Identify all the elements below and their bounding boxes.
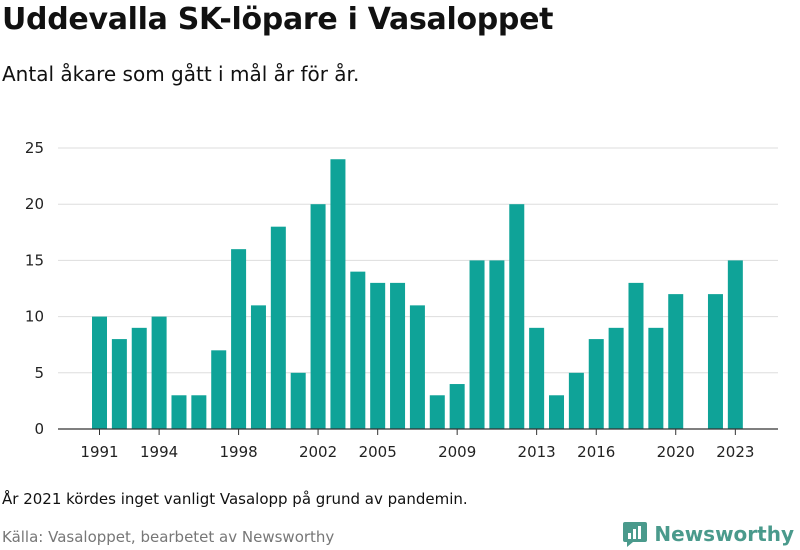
bar-2022 — [707, 294, 723, 429]
bar-2002 — [310, 204, 326, 429]
brand-name: Newsworthy — [654, 522, 794, 546]
axes: 0 5 10 15 20 25 1991 1994 1998 2002 2005 2009 2013 20… — [25, 139, 778, 461]
bar-1991 — [92, 316, 107, 429]
bar-2000 — [270, 226, 286, 429]
bar-2014 — [549, 395, 565, 429]
x-tick-label: 1994 — [140, 443, 178, 461]
bar-2005 — [370, 282, 386, 429]
bar-2019 — [648, 327, 664, 429]
x-tick-label: 2013 — [518, 443, 556, 461]
bar-2003 — [330, 159, 346, 430]
bar-1997 — [211, 350, 227, 429]
bar-1996 — [191, 395, 207, 429]
bars — [92, 159, 743, 430]
newsworthy-logo-icon — [623, 522, 648, 547]
bar-1998 — [231, 249, 247, 429]
bar-2020 — [668, 294, 684, 429]
x-tick-label: 2020 — [657, 443, 695, 461]
bar-2011 — [489, 260, 505, 429]
bar-2009 — [449, 384, 465, 429]
bar-1999 — [250, 305, 266, 429]
x-tick-label: 2005 — [359, 443, 397, 461]
bar-2008 — [429, 395, 445, 429]
bar-1994 — [151, 316, 167, 429]
chart-subtitle: Antal åkare som gått i mål år för år. — [2, 62, 360, 86]
bar-2018 — [628, 282, 644, 429]
x-tick-label: 1991 — [80, 443, 118, 461]
y-tick-label: 5 — [34, 364, 44, 382]
bar-2012 — [509, 204, 525, 429]
bar-2010 — [469, 260, 485, 429]
bar-2023 — [727, 260, 743, 429]
x-tick-label: 2016 — [577, 443, 615, 461]
y-tick-label: 15 — [25, 251, 44, 269]
x-tick-label: 2009 — [438, 443, 476, 461]
y-tick-label: 25 — [25, 139, 44, 157]
bar-2007 — [409, 305, 425, 429]
y-tick-label: 10 — [25, 308, 44, 326]
bar-2016 — [588, 339, 604, 429]
bar-2006 — [390, 282, 406, 429]
chart-title: Uddevalla SK-löpare i Vasaloppet — [2, 2, 554, 37]
y-tick-label: 0 — [34, 420, 44, 438]
x-tick-label: 1998 — [219, 443, 257, 461]
bar-1993 — [131, 327, 147, 429]
bar-1992 — [111, 339, 127, 429]
bar-2015 — [568, 372, 584, 429]
y-tick-label: 20 — [25, 195, 44, 213]
bar-2013 — [529, 327, 545, 429]
bar-2004 — [350, 271, 366, 429]
footnote: År 2021 kördes inget vanligt Vasalopp på… — [2, 490, 468, 508]
source-text: Källa: Vasaloppet, bearbetet av Newswort… — [2, 528, 335, 546]
brand-logo: Newsworthy — [622, 519, 794, 549]
x-tick-label: 2023 — [716, 443, 754, 461]
bar-1995 — [171, 395, 187, 429]
x-tick-label: 2002 — [299, 443, 337, 461]
bar-chart: 0 5 10 15 20 25 1991 1994 1998 2002 2005 2009 2013 20… — [25, 139, 778, 461]
bar-2017 — [608, 327, 624, 429]
bar-2001 — [290, 372, 306, 429]
